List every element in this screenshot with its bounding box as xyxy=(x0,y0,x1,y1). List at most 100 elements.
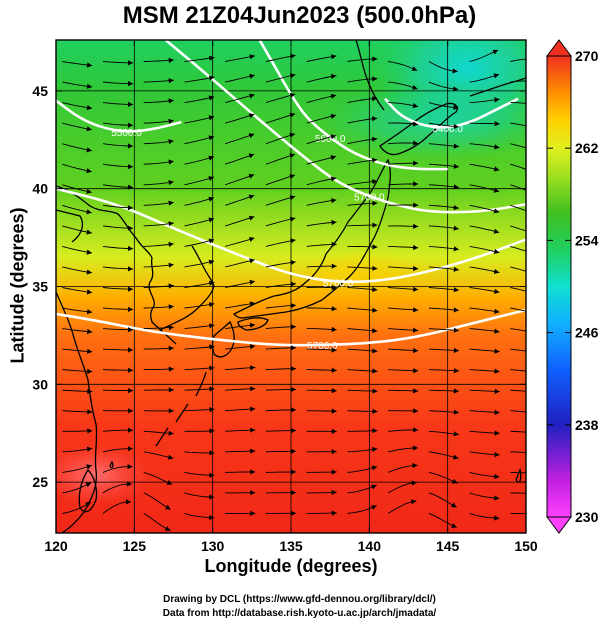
wind-arrow xyxy=(168,345,174,351)
wind-arrow xyxy=(209,515,215,521)
wind-arrow xyxy=(168,262,174,268)
height-contour xyxy=(164,40,526,214)
wind-arrow xyxy=(86,168,92,174)
streamline xyxy=(143,222,174,227)
wind-arrow xyxy=(493,166,500,172)
wind-arrow xyxy=(209,302,215,308)
wind-arrow xyxy=(453,347,459,353)
colorbar-tick-label: 270 xyxy=(575,48,599,64)
streamline xyxy=(428,81,459,90)
wind-arrow xyxy=(494,473,500,480)
wind-arrow xyxy=(168,408,174,414)
wind-arrow xyxy=(453,307,459,313)
streamline xyxy=(469,49,499,62)
streamline xyxy=(347,328,378,332)
wind-arrow xyxy=(250,490,256,496)
streamline xyxy=(102,483,132,494)
streamline xyxy=(225,74,255,83)
streamline xyxy=(428,328,459,332)
streamline xyxy=(347,245,378,248)
wind-arrow xyxy=(87,428,93,434)
x-tick-label: 125 xyxy=(123,538,147,554)
wind-arrow xyxy=(493,228,500,234)
wind-arrow xyxy=(453,368,459,374)
wind-arrow xyxy=(330,176,337,182)
wind-arrow xyxy=(372,76,378,82)
wind-arrow xyxy=(535,350,540,355)
wind-arrow xyxy=(494,288,500,294)
wind-arrow xyxy=(127,446,133,452)
streamline xyxy=(184,116,215,124)
wind-arrow xyxy=(331,367,337,373)
wind-arrow xyxy=(411,480,417,486)
streamline xyxy=(225,408,256,412)
streamline xyxy=(62,81,93,88)
streamline xyxy=(469,266,500,273)
wind-arrow xyxy=(209,407,215,413)
streamline xyxy=(510,80,526,83)
wind-arrow xyxy=(209,344,215,350)
streamline xyxy=(184,281,215,288)
streamline xyxy=(102,163,134,168)
streamline xyxy=(469,492,500,499)
wind-arrow xyxy=(87,388,93,394)
wind-arrow xyxy=(250,510,256,516)
wind-arrow xyxy=(331,449,337,455)
streamline xyxy=(62,287,93,294)
streamline xyxy=(347,78,378,83)
y-tick-label: 25 xyxy=(32,474,48,490)
wind-arrow xyxy=(167,454,174,460)
wind-arrow xyxy=(535,369,540,374)
streamline xyxy=(225,388,256,391)
streamline xyxy=(428,410,459,413)
wind-arrow xyxy=(168,430,174,436)
warm-yellow-patch xyxy=(290,250,430,294)
streamline xyxy=(265,113,296,124)
streamline xyxy=(143,160,174,165)
wind-arrow xyxy=(494,515,500,521)
wind-arrow xyxy=(535,410,540,415)
wind-arrow xyxy=(371,484,377,490)
streamline xyxy=(388,61,418,72)
wind-arrow xyxy=(128,306,134,312)
wind-arrow xyxy=(87,328,93,335)
streamline xyxy=(102,328,134,331)
wind-arrow xyxy=(494,308,500,314)
wind-arrow xyxy=(209,323,215,329)
streamline xyxy=(306,265,337,268)
wind-arrow xyxy=(168,159,174,165)
wind-arrow xyxy=(248,113,255,119)
contour-label: 5400.0 xyxy=(432,124,463,135)
wind-arrow xyxy=(372,328,378,334)
wind-arrow xyxy=(168,304,174,310)
wind-arrow xyxy=(535,57,540,62)
wind-arrow xyxy=(413,140,419,146)
streamline xyxy=(184,430,215,432)
wind-arrow xyxy=(411,66,418,71)
streamline xyxy=(469,163,500,171)
wind-arrow xyxy=(168,78,174,84)
wind-arrow xyxy=(290,281,296,287)
wind-arrow xyxy=(291,448,296,454)
wind-arrow xyxy=(331,428,337,434)
wind-arrow xyxy=(534,271,540,276)
wind-arrow xyxy=(493,73,499,79)
colorbar-tick-label: 262 xyxy=(575,140,599,156)
streamline xyxy=(225,133,255,145)
streamline xyxy=(225,302,256,309)
wind-arrow xyxy=(331,347,337,353)
wind-arrow xyxy=(128,408,134,414)
wind-arrow xyxy=(128,367,134,373)
streamline xyxy=(265,153,296,165)
streamline xyxy=(102,102,134,105)
streamline xyxy=(184,367,215,371)
streamline xyxy=(102,61,134,64)
wind-arrow xyxy=(209,386,215,392)
streamline xyxy=(469,389,500,393)
streamline xyxy=(347,484,377,494)
wind-arrow xyxy=(412,103,418,109)
streamline xyxy=(225,280,255,288)
streamline xyxy=(469,143,500,149)
wind-arrow xyxy=(493,208,500,214)
wind-arrow xyxy=(86,209,92,215)
